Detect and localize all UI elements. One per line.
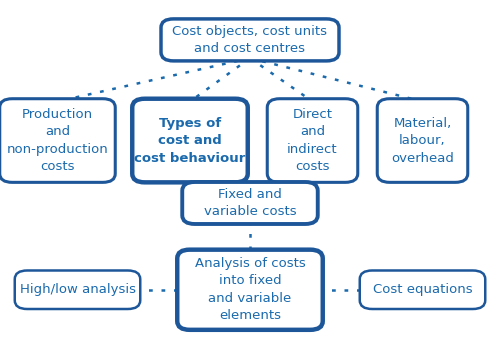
FancyBboxPatch shape bbox=[161, 19, 339, 61]
Text: Material,
labour,
overhead: Material, labour, overhead bbox=[391, 117, 454, 164]
Text: Cost equations: Cost equations bbox=[372, 283, 472, 296]
FancyBboxPatch shape bbox=[378, 99, 468, 183]
Text: Direct
and
indirect
costs: Direct and indirect costs bbox=[287, 108, 338, 173]
Text: Fixed and
variable costs: Fixed and variable costs bbox=[204, 188, 296, 218]
FancyBboxPatch shape bbox=[360, 271, 485, 309]
FancyBboxPatch shape bbox=[15, 271, 140, 309]
Text: Production
and
non-production
costs: Production and non-production costs bbox=[6, 108, 108, 173]
Text: Cost objects, cost units
and cost centres: Cost objects, cost units and cost centre… bbox=[172, 25, 328, 55]
FancyBboxPatch shape bbox=[0, 99, 115, 183]
Text: Types of
cost and
cost behaviour: Types of cost and cost behaviour bbox=[134, 117, 246, 164]
Text: Analysis of costs
into fixed
and variable
elements: Analysis of costs into fixed and variabl… bbox=[194, 257, 306, 322]
FancyBboxPatch shape bbox=[182, 182, 318, 224]
Text: High/low analysis: High/low analysis bbox=[20, 283, 136, 296]
FancyBboxPatch shape bbox=[132, 99, 248, 183]
FancyBboxPatch shape bbox=[177, 250, 323, 330]
FancyBboxPatch shape bbox=[267, 99, 358, 183]
